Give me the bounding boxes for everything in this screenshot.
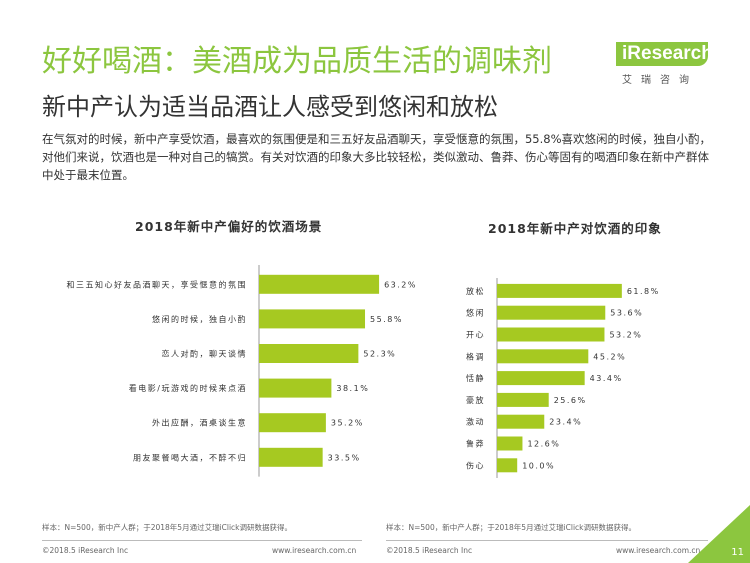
value-label: 52.3% [363,350,396,359]
bar [497,458,518,473]
category-label: 鲁莽 [466,439,485,449]
bar [497,305,606,320]
category-label: 激动 [466,417,485,427]
sample-note-right: 样本：N=500，新中产人群；于2018年5月通过艾瑞iClick调研数据获得。 [386,523,637,532]
category-label: 放松 [466,286,485,296]
value-label: 23.4% [549,418,582,427]
category-label: 恬静 [466,373,485,383]
category-label: 朋友聚餐喝大酒，不醉不归 [133,452,247,462]
bar [497,436,523,451]
corner-decoration [688,505,750,563]
category-label: 和三五知心好友品酒聊天，享受惬意的氛围 [67,279,248,289]
scene-preference-chart: 和三五知心好友品酒聊天，享受惬意的氛围 63.2% 悠闲的时候，独自小酌 55.8% 恋… [67,265,417,477]
bar [497,349,589,364]
bar [259,309,366,329]
value-label: 38.1% [336,384,369,393]
chart1-title: 2018年新中产偏好的饮酒场景 [135,219,323,234]
bar [259,447,323,467]
category-label: 外出应酬，酒桌谈生意 [152,418,247,428]
description-text: 在气氛对的时候，新中产享受饮酒，最喜欢的氛围便是和三五好友品酒聊天，享受惬意的氛… [42,132,712,182]
website-link-left[interactable]: www.iresearch.com.cn [272,546,357,555]
value-label: 53.6% [610,309,643,318]
bar [497,283,622,298]
value-label: 25.6% [554,396,587,405]
logo-badge [616,42,708,66]
value-label: 63.2% [384,280,417,289]
bar [259,344,359,363]
logo-text: iResearch [622,43,713,64]
bar [497,327,605,342]
value-label: 35.2% [331,419,364,428]
iresearch-logo: iResearch 艾瑞咨询 [616,40,713,88]
logo-subtext: 艾瑞咨询 [622,75,698,86]
page-title: 好好喝酒：美酒成为品质生活的调味剂 [42,44,552,79]
category-label: 悠闲的时候，独自小酌 [152,314,247,324]
footer-divider-right [386,540,708,541]
category-label: 看电影/玩游戏的时候来点酒 [129,383,247,393]
value-label: 12.6% [527,440,560,449]
page-subtitle: 新中产认为适当品酒让人感受到悠闲和放松 [42,93,498,121]
page-number: 11 [731,547,744,558]
category-label: 豪放 [466,395,485,405]
value-label: 10.0% [522,461,555,470]
sample-note-left: 样本：N=500，新中产人群；于2018年5月通过艾瑞iClick调研数据获得。 [42,523,293,532]
value-label: 55.8% [370,315,403,324]
category-label: 悠闲 [466,308,485,318]
footer-divider-left [42,540,362,541]
bar [497,371,585,386]
bar [497,414,545,429]
value-label: 45.2% [593,352,626,361]
category-label: 伤心 [466,460,485,470]
category-label: 恋人对酌，聊天谈情 [162,349,248,359]
value-label: 43.4% [590,374,623,383]
copyright-right: ©2018.5 iResearch Inc [386,546,473,555]
chart2-title: 2018年新中产对饮酒的印象 [488,221,662,236]
bar [259,413,326,433]
value-label: 33.5% [328,453,361,462]
drinking-impression-chart: 放松 61.8% 悠闲 53.6% 开心 53.2% 格调 45.2% 恬静 43.4% 豪放 25.… [466,278,660,478]
bar [259,274,380,294]
category-label: 格调 [466,351,485,361]
copyright-left: ©2018.5 iResearch Inc [42,546,129,555]
category-label: 开心 [466,331,485,340]
value-label: 61.8% [627,287,660,296]
website-link-right[interactable]: www.iresearch.com.cn [616,546,701,555]
bar [259,378,332,398]
value-label: 53.2% [609,331,642,340]
bar [497,392,549,407]
